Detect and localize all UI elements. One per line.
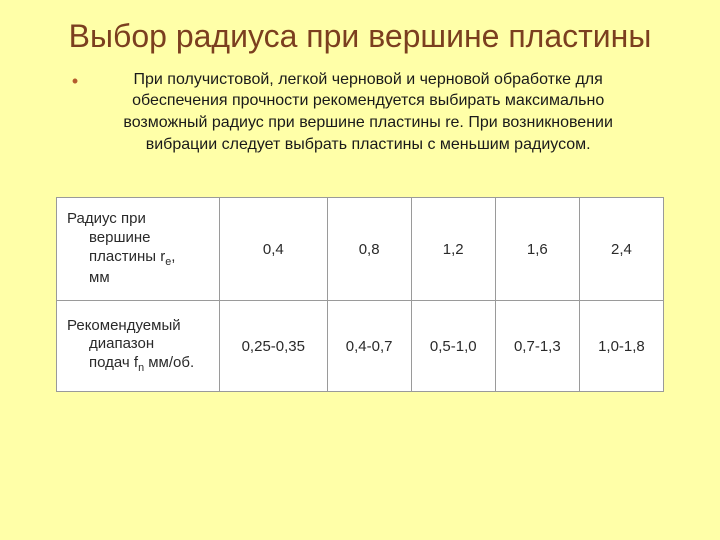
label-text: подач f xyxy=(89,354,138,371)
label-text: вершине xyxy=(89,229,151,246)
label-text: мм xyxy=(89,269,110,286)
bullet-marker: • xyxy=(72,70,78,93)
data-table-wrap: Радиус при вершине пластины rе, мм 0,4 0… xyxy=(56,197,664,392)
cell: 0,5-1,0 xyxy=(411,301,495,392)
slide: Выбор радиуса при вершине пластины • При… xyxy=(0,0,720,540)
label-text: диапазон xyxy=(89,335,154,352)
cell: 0,4-0,7 xyxy=(327,301,411,392)
cell: 1,2 xyxy=(411,198,495,301)
cell: 2,4 xyxy=(579,198,663,301)
cell: 0,8 xyxy=(327,198,411,301)
table-row: Рекомендуемый диапазон подач fn мм/об. 0… xyxy=(57,301,664,392)
bullet-text: При получистовой, легкой черновой и черн… xyxy=(88,69,648,155)
slide-title: Выбор радиуса при вершине пластины xyxy=(56,18,664,55)
label-text: пластины r xyxy=(89,248,165,265)
table-row: Радиус при вершине пластины rе, мм 0,4 0… xyxy=(57,198,664,301)
cell: 0,4 xyxy=(220,198,328,301)
label-text: Радиус при xyxy=(67,210,146,227)
cell: 1,6 xyxy=(495,198,579,301)
label-text: Рекомендуемый xyxy=(67,317,181,334)
cell: 0,25-0,35 xyxy=(220,301,328,392)
bullet-block: • При получистовой, легкой черновой и че… xyxy=(56,69,664,155)
row-label-feed: Рекомендуемый диапазон подач fn мм/об. xyxy=(57,301,220,392)
label-text: мм/об. xyxy=(144,354,194,371)
label-text: , xyxy=(171,248,175,265)
data-table: Радиус при вершине пластины rе, мм 0,4 0… xyxy=(56,197,664,392)
cell: 0,7-1,3 xyxy=(495,301,579,392)
cell: 1,0-1,8 xyxy=(579,301,663,392)
row-label-radius: Радиус при вершине пластины rе, мм xyxy=(57,198,220,301)
